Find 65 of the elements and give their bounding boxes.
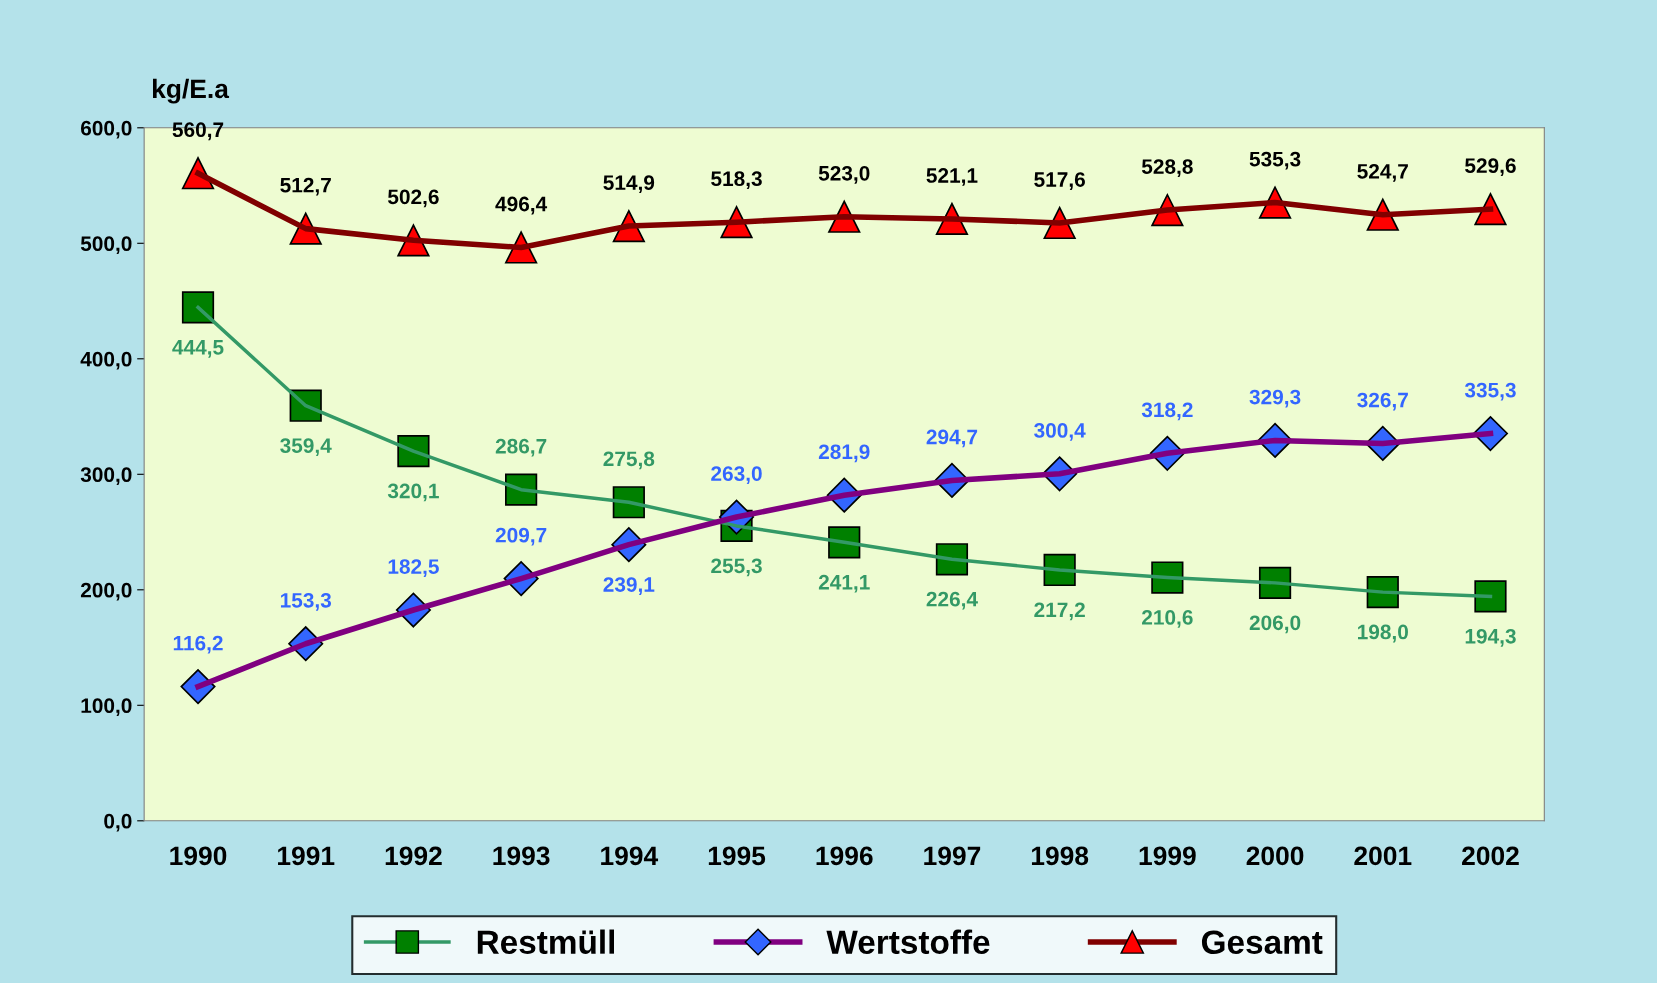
legend-label: Restmüll (477, 929, 615, 955)
x-tick-label: 1998 (1031, 846, 1089, 866)
x-tick-label: 1991 (278, 846, 335, 866)
x-tick-label: 2002 (1462, 846, 1519, 866)
y-axis-title: kg/E.a (153, 78, 230, 104)
data-label: 517,6 (1034, 172, 1085, 190)
x-tick-label: 1996 (816, 846, 873, 866)
data-label: 206,0 (1249, 615, 1301, 634)
data-label: 502,6 (388, 189, 439, 208)
data-label: 529,6 (1465, 158, 1516, 177)
x-tick-label: 2001 (1354, 846, 1412, 866)
legend-label: Gesamt (1201, 930, 1323, 955)
data-label: 210,6 (1142, 610, 1193, 628)
data-label: 528,8 (1141, 159, 1193, 177)
data-label: 329,3 (1249, 389, 1301, 408)
x-tick-label: 1993 (493, 846, 550, 866)
data-label: 226,4 (926, 591, 978, 610)
data-label: 255,3 (711, 558, 762, 577)
data-label: 560,7 (172, 122, 224, 141)
data-label: 241,1 (818, 574, 870, 593)
data-label: 217,2 (1034, 602, 1085, 621)
data-label: 326,7 (1357, 392, 1408, 411)
y-tick-label: 200,0 (80, 582, 132, 601)
x-tick-label: 2000 (1246, 846, 1304, 866)
data-label: 523,0 (818, 165, 870, 184)
x-tick-label: 1994 (601, 846, 659, 866)
data-label: 194,3 (1465, 628, 1516, 647)
data-label: 209,7 (495, 527, 547, 546)
data-label: 281,9 (818, 444, 870, 463)
data-label: 535,3 (1249, 151, 1301, 170)
y-tick-label: 0,0 (104, 813, 132, 832)
data-label: 335,3 (1464, 382, 1516, 401)
x-tick-label: 1995 (708, 846, 766, 866)
data-label: 518,3 (711, 171, 762, 190)
x-tick-label: 1990 (170, 846, 227, 866)
data-label: 318,2 (1141, 402, 1193, 421)
data-label: 512,7 (280, 177, 331, 196)
data-label: 116,2 (173, 635, 223, 654)
y-tick-label: 100,0 (81, 698, 132, 717)
data-label: 275,8 (603, 451, 655, 470)
x-tick-label: 1999 (1139, 846, 1196, 866)
data-label: 286,7 (495, 438, 547, 457)
legend-label: Wertstoffe (826, 929, 990, 955)
point (1474, 580, 1507, 613)
x-tick-label: 1997 (924, 846, 981, 866)
data-label: 514,9 (603, 175, 655, 194)
x-tick-label: 1992 (385, 846, 442, 866)
data-label: 496,4 (495, 196, 548, 215)
data-label: 239,1 (603, 577, 655, 595)
y-tick-label: 300,0 (80, 467, 132, 486)
data-label: 320,1 (387, 483, 439, 502)
point (181, 291, 215, 324)
y-tick-label: 500,0 (80, 236, 132, 255)
data-label: 359,4 (280, 438, 332, 456)
data-label: 294,7 (926, 429, 978, 448)
data-label: 182,5 (388, 559, 439, 577)
data-label: 153,3 (280, 592, 332, 611)
data-label: 444,5 (172, 340, 224, 358)
y-tick-label: 600,0 (80, 120, 132, 139)
y-tick-label: 400,0 (80, 351, 132, 370)
data-label: 198,0 (1358, 624, 1408, 643)
data-label: 263,0 (711, 466, 762, 484)
data-label: 300,4 (1034, 423, 1086, 441)
data-label: 521,1 (926, 168, 978, 186)
data-label: 524,7 (1357, 163, 1408, 182)
